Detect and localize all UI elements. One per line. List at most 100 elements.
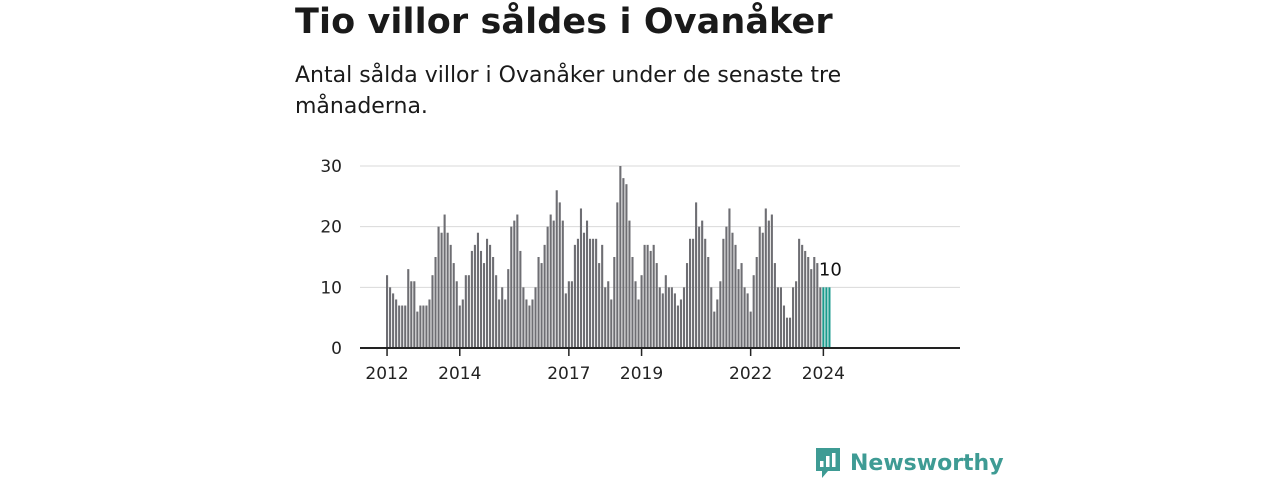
bar: [807, 257, 810, 348]
bar: [722, 238, 725, 348]
bar: [649, 250, 652, 348]
bar: [504, 299, 507, 348]
bar: [404, 305, 407, 348]
bar: [616, 202, 619, 348]
bar: [598, 263, 601, 348]
bar: [389, 287, 392, 348]
bar: [473, 244, 476, 348]
bar: [455, 281, 458, 348]
bar: [661, 293, 664, 348]
bar-highlight: [822, 287, 825, 348]
bar: [758, 226, 761, 348]
bar: [498, 299, 501, 348]
bar: [625, 184, 628, 348]
bar: [613, 257, 616, 348]
bar: [740, 263, 743, 348]
bar: [482, 263, 486, 348]
brand-name: Newsworthy: [850, 450, 1004, 476]
bar: [395, 299, 398, 348]
bar: [634, 281, 637, 348]
bar: [570, 281, 573, 348]
bar: [516, 214, 519, 348]
bar: [761, 232, 764, 348]
bar: [734, 244, 737, 348]
bar: [576, 238, 579, 348]
bar: [549, 214, 552, 348]
bar: [801, 244, 804, 348]
bar: [622, 178, 625, 348]
bar: [737, 269, 740, 348]
bar-highlight: [825, 287, 828, 348]
bar: [652, 244, 655, 348]
bar: [695, 202, 698, 348]
bar: [689, 238, 692, 348]
bar: [489, 244, 492, 348]
bar: [531, 299, 534, 348]
bar: [743, 287, 746, 348]
bar: [682, 287, 686, 348]
bar: [479, 250, 483, 348]
chart-subtitle: Antal sålda villor i Ovanåker under de s…: [295, 63, 842, 119]
bar: [764, 208, 767, 348]
bar: [667, 287, 670, 348]
bar: [631, 257, 634, 348]
x-tick-label: 2017: [547, 364, 590, 384]
bar: [507, 269, 510, 348]
bar: [464, 275, 467, 348]
bar: [437, 226, 440, 348]
bar: [410, 281, 413, 348]
bar: [510, 226, 513, 348]
bar: [804, 250, 807, 348]
bar: [679, 299, 683, 348]
y-tick-label: 20: [320, 218, 342, 238]
bar: [476, 232, 479, 348]
x-tick-label: 2022: [729, 364, 772, 384]
bar: [416, 311, 419, 348]
bar: [579, 208, 583, 348]
x-tick-label: 2014: [438, 364, 481, 384]
bar: [782, 305, 786, 348]
bar: [386, 275, 389, 348]
y-tick-label: 0: [331, 339, 342, 359]
bar: [513, 220, 516, 348]
bar: [701, 220, 704, 348]
bar: [770, 214, 773, 348]
bars: [386, 166, 831, 348]
bar: [528, 305, 531, 348]
bar: [540, 263, 543, 348]
bar: [443, 214, 446, 348]
bar: [746, 293, 749, 348]
bar: [425, 305, 428, 348]
bar: [458, 305, 461, 348]
bar: [749, 311, 752, 348]
y-tick-label: 10: [320, 278, 342, 298]
bar: [716, 299, 719, 348]
bar: [595, 238, 598, 348]
bar: [543, 244, 546, 348]
bar-highlight: [828, 287, 831, 348]
bar: [561, 220, 564, 348]
bar: [585, 220, 589, 348]
bar: [792, 287, 795, 348]
bar: [452, 263, 455, 348]
bar: [813, 257, 816, 348]
bar: [731, 232, 734, 348]
bar: [788, 317, 792, 348]
bar: [401, 305, 404, 348]
bar: [573, 244, 576, 348]
latest-value-label: 10: [819, 259, 842, 280]
bar: [601, 244, 604, 348]
newsworthy-icon: [816, 448, 840, 478]
bar: [707, 257, 710, 348]
labels: 0 10 20 30 2012 2014 2017 2019 2022 2024 10: [320, 157, 845, 384]
x-tick-label: 2019: [620, 364, 663, 384]
bar: [655, 263, 658, 348]
x-tick-label: 2012: [365, 364, 408, 384]
bar: [434, 257, 437, 348]
bar: [658, 287, 661, 348]
bar: [485, 238, 489, 348]
bar: [534, 287, 537, 348]
bar: [673, 293, 676, 348]
bar: [816, 263, 819, 348]
